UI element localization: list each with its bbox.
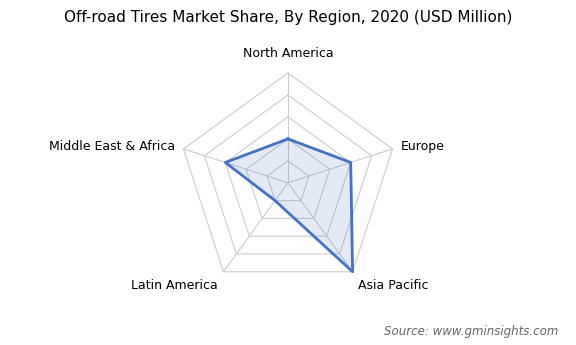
- Polygon shape: [225, 139, 353, 272]
- Text: Off-road Tires Market Share, By Region, 2020 (USD Million): Off-road Tires Market Share, By Region, …: [64, 10, 512, 25]
- Text: Middle East & Africa: Middle East & Africa: [49, 140, 175, 153]
- Text: Source: www.gminsights.com: Source: www.gminsights.com: [384, 325, 559, 338]
- Text: Latin America: Latin America: [131, 279, 218, 292]
- Text: Asia Pacific: Asia Pacific: [358, 279, 429, 292]
- Text: Europe: Europe: [401, 140, 445, 153]
- Text: North America: North America: [242, 47, 334, 60]
